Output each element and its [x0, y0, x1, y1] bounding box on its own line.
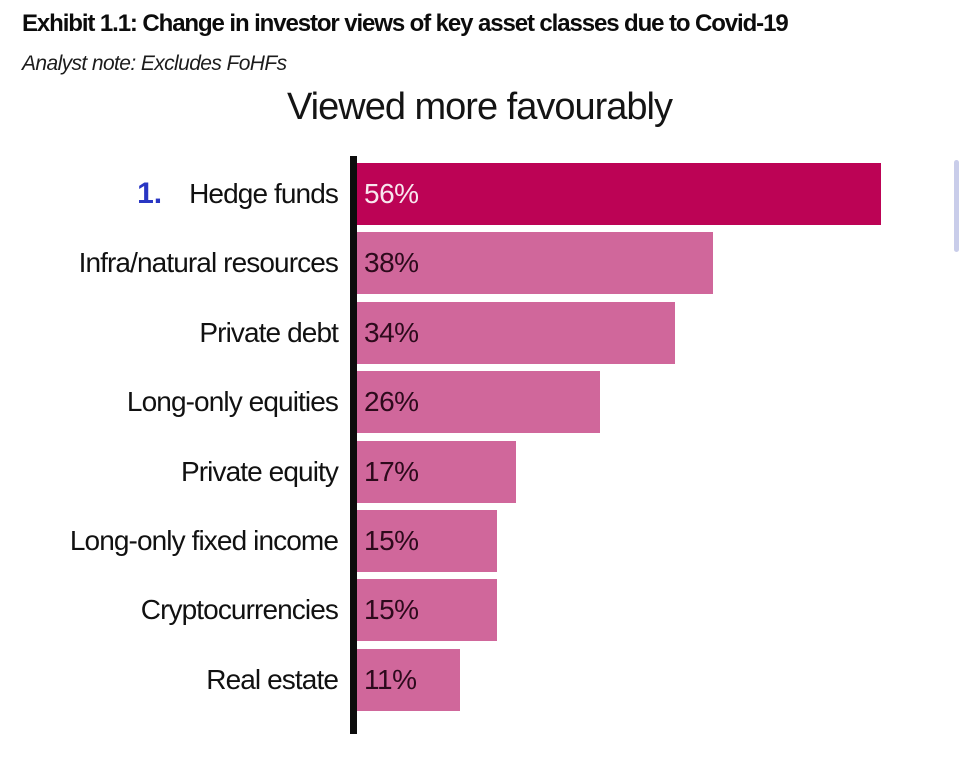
bar-chart: 1. Hedge funds 56% Infra/natural resourc… — [0, 156, 959, 734]
bar: 26% — [357, 371, 601, 434]
bar: 34% — [357, 301, 676, 364]
bar-value-label: 38% — [364, 247, 419, 279]
category-label-cell: Long-only equities — [0, 371, 339, 433]
category-label-cell: Private debt — [0, 302, 339, 364]
bar-value-label: 34% — [364, 316, 419, 348]
bar-value-label: 11% — [364, 663, 417, 695]
bar: 56% — [357, 163, 882, 225]
category-label-cell: Private equity — [0, 441, 339, 503]
category-label-cell: 1. Hedge funds — [0, 163, 339, 225]
chart-row: Cryptocurrencies 15% — [0, 579, 959, 642]
analyst-note: Analyst note: Excludes FoHFs — [22, 52, 287, 75]
bar-value-label: 56% — [364, 178, 419, 209]
bar: 17% — [357, 440, 517, 503]
chart-row: Private debt 34% — [0, 301, 959, 364]
category-label: Hedge funds — [189, 178, 339, 209]
category-label-cell: Real estate — [0, 649, 339, 711]
chart-row: Real estate 11% — [0, 648, 959, 711]
chart-row: Private equity 17% — [0, 440, 959, 503]
chart-rows: 1. Hedge funds 56% Infra/natural resourc… — [0, 163, 959, 711]
category-label: Infra/natural resources — [78, 247, 339, 279]
bar: 15% — [357, 579, 498, 642]
chart-title: Viewed more favourably — [287, 86, 673, 128]
chart-row: 1. Hedge funds 56% — [0, 163, 959, 225]
scrollbar-thumb[interactable] — [954, 160, 959, 252]
y-axis-line — [350, 156, 357, 734]
rank-number: 1. — [137, 177, 163, 210]
category-label: Cryptocurrencies — [140, 594, 339, 626]
category-label: Long-only equities — [126, 386, 339, 418]
exhibit-title: Exhibit 1.1: Change in investor views of… — [22, 10, 789, 37]
category-label: Private debt — [199, 316, 339, 348]
chart-row: Long-only equities 26% — [0, 371, 959, 434]
category-label: Real estate — [206, 663, 339, 695]
category-label-cell: Cryptocurrencies — [0, 579, 339, 641]
category-label-cell: Infra/natural resources — [0, 232, 339, 294]
bar-value-label: 15% — [364, 594, 419, 626]
category-label: Long-only fixed income — [69, 524, 339, 556]
category-label-cell: Long-only fixed income — [0, 510, 339, 572]
chart-row: Long-only fixed income 15% — [0, 509, 959, 572]
chart-row: Infra/natural resources 38% — [0, 232, 959, 295]
category-label: Private equity — [180, 455, 339, 487]
bar-value-label: 17% — [364, 455, 419, 487]
bar: 11% — [357, 648, 460, 711]
bar-value-label: 26% — [364, 386, 419, 418]
bar-value-label: 15% — [364, 524, 419, 556]
bar: 38% — [357, 232, 713, 295]
bar: 15% — [357, 509, 498, 572]
